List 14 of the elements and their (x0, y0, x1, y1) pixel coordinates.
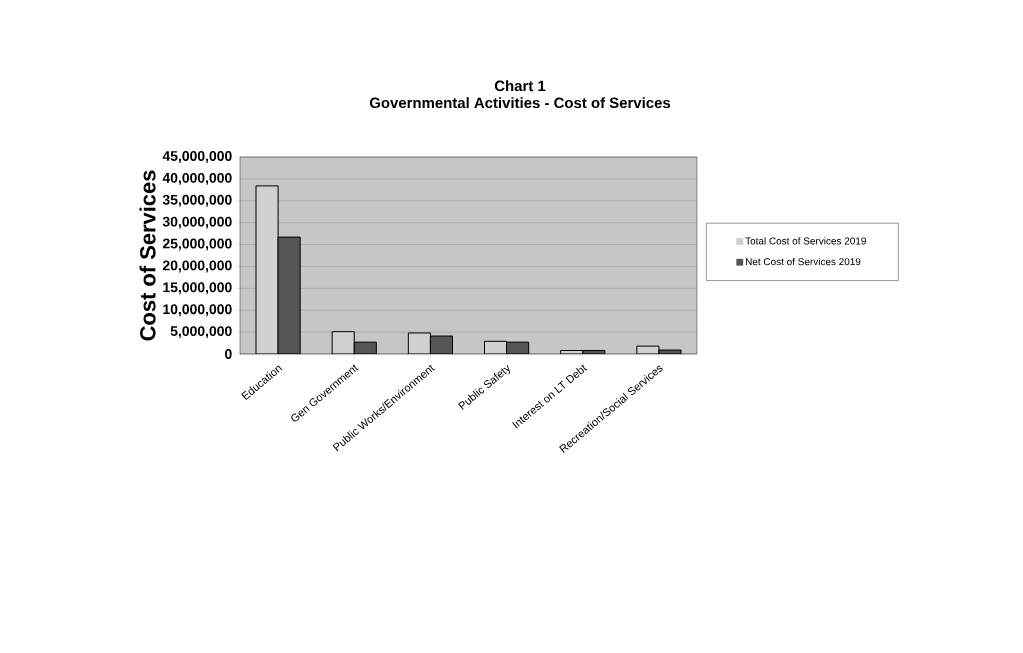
y-tick-label: 40,000,000 (162, 172, 232, 185)
y-tick-label: 15,000,000 (163, 282, 232, 295)
y-tick-label: 30,000,000 (162, 216, 232, 229)
y-tick-label: 10,000,000 (163, 304, 232, 317)
chart-title: Chart 1 Governmental Activities - Cost of Services (369, 80, 671, 109)
y-tick-label: 25,000,000 (162, 238, 232, 251)
legend-label: Net Cost of Services 2019 (745, 257, 861, 266)
y-tick-label: 5,000,000 (170, 326, 232, 339)
y-tick-label: 0 (225, 349, 232, 359)
y-tick-label: 45,000,000 (162, 151, 232, 163)
y-tick-label: 20,000,000 (162, 260, 232, 273)
legend-label: Total Cost of Services 2019 (745, 237, 866, 245)
y-tick-label: 35,000,000 (162, 194, 232, 207)
y-axis-title: Cost of Services (139, 170, 156, 341)
